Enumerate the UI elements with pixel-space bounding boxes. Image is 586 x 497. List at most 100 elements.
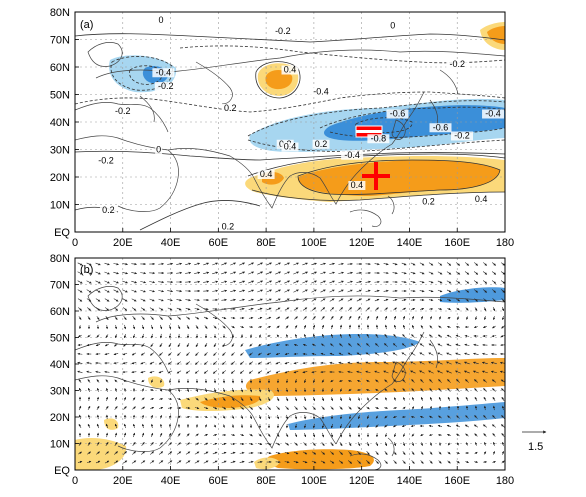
wind-vector: [204, 415, 208, 419]
wind-vector: [194, 451, 200, 455]
wind-vector: [437, 361, 443, 365]
wind-vector: [492, 316, 496, 321]
wind-vector: [240, 325, 244, 329]
wind-vector: [410, 424, 415, 428]
wind-vector: [383, 370, 389, 374]
wind-vector: [302, 460, 308, 464]
wind-vector: [419, 370, 425, 374]
wind-vector: [402, 397, 406, 401]
wind-vector: [276, 433, 280, 437]
wind-vector: [482, 271, 488, 275]
wind-vector: [203, 271, 210, 274]
wind-vector: [302, 280, 308, 284]
wind-vector: [447, 442, 451, 446]
wind-vector: [221, 451, 227, 455]
wind-vector: [294, 325, 298, 329]
wind-vector: [339, 379, 343, 383]
wind-vector: [446, 289, 452, 293]
wind-vector: [275, 370, 281, 374]
wind-vector: [266, 370, 272, 374]
wind-vector: [384, 433, 388, 438]
wind-vector: [311, 280, 317, 284]
wind-vector: [230, 361, 235, 365]
wind-vector: [96, 441, 100, 446]
wind-vector: [482, 352, 488, 356]
wind-vector: [248, 289, 254, 293]
wind-vector: [266, 298, 272, 302]
wind-vector: [428, 280, 434, 284]
wind-vector: [339, 423, 343, 429]
wind-vector: [159, 388, 163, 392]
wind-vector: [392, 343, 398, 347]
wind-vector: [347, 370, 353, 374]
wind-vector: [140, 307, 146, 311]
wind-vector: [438, 460, 442, 464]
contour-label: -0.6: [390, 109, 406, 119]
wind-vector: [338, 289, 344, 293]
wind-vector: [293, 343, 298, 347]
wind-vector: [131, 262, 137, 266]
wind-vector: [105, 334, 109, 338]
wind-vector: [275, 451, 281, 455]
wind-vector: [483, 405, 487, 411]
wind-vector: [239, 460, 245, 464]
wind-vector: [411, 397, 415, 401]
wind-vector: [276, 387, 280, 393]
wind-vector: [384, 397, 388, 401]
contour-label: -0.8: [371, 133, 387, 143]
contour-label-bg: [157, 16, 165, 25]
wind-vector: [185, 307, 191, 311]
wind-vector: [86, 280, 92, 284]
wind-vector: [95, 262, 101, 266]
wind-vector: [230, 271, 237, 275]
wind-vector: [357, 315, 361, 321]
wind-vector: [122, 262, 128, 266]
wind-vector: [167, 262, 174, 266]
wind-vector: [455, 289, 461, 293]
wind-vector: [338, 262, 344, 266]
x-tick-label: 0: [72, 237, 78, 249]
wind-vector: [501, 450, 505, 455]
contour-label-bg: [281, 142, 299, 152]
wind-vector: [86, 271, 92, 275]
wind-vector: [374, 361, 380, 365]
wind-vector: [167, 460, 173, 464]
wind-vector: [258, 406, 262, 410]
wind-vector: [402, 388, 406, 392]
wind-vector: [393, 406, 397, 410]
wind-vector: [456, 396, 460, 402]
contour-label-bg: [446, 60, 469, 69]
contour-label-bg: [257, 170, 275, 179]
wind-vector: [77, 289, 83, 293]
wind-vector: [159, 442, 163, 446]
wind-vector: [77, 280, 83, 284]
wind-vector: [141, 333, 145, 339]
wind-vector: [456, 415, 460, 419]
wind-vector: [303, 396, 307, 402]
wind-vector: [140, 460, 146, 464]
wind-vector: [285, 414, 289, 420]
wind-vector: [357, 397, 360, 401]
wind-vector: [267, 325, 271, 329]
wind-vector: [456, 442, 460, 446]
wind-vector: [194, 262, 201, 266]
wind-vector: [257, 370, 263, 374]
wind-vector: [383, 361, 389, 365]
wind-vector: [248, 361, 254, 365]
wind-vector: [240, 406, 245, 410]
wind-vector: [222, 424, 226, 428]
wind-vector: [213, 415, 217, 419]
wind-vector: [465, 298, 469, 302]
contour-label: 0.2: [222, 221, 235, 231]
wind-vector: [410, 271, 416, 275]
wind-vector: [96, 379, 100, 383]
wind-vector: [114, 441, 118, 446]
wind-vector: [203, 307, 209, 311]
wind-vector: [87, 307, 91, 311]
wind-vector: [465, 262, 470, 266]
wind-vector: [285, 334, 289, 338]
wind-vector: [411, 442, 415, 447]
wind-vector: [410, 352, 416, 356]
wind-vector: [267, 433, 271, 437]
wind-vector: [347, 352, 353, 356]
